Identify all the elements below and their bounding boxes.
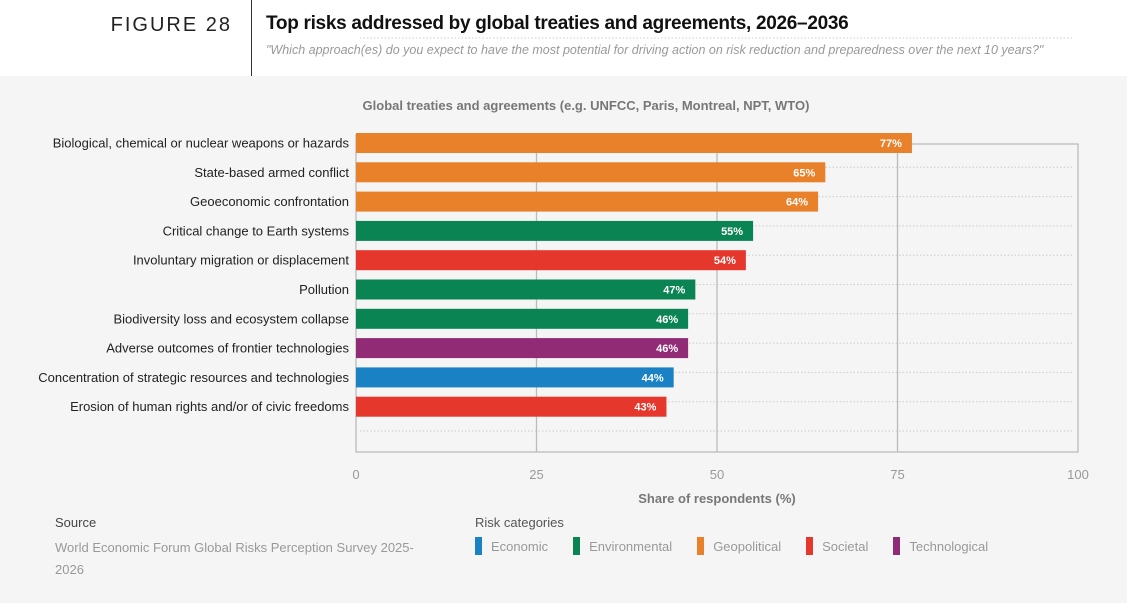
header-divider bbox=[251, 0, 252, 76]
category-label: Concentration of strategic resources and… bbox=[38, 370, 349, 385]
category-label: Adverse outcomes of frontier technologie… bbox=[106, 341, 349, 356]
bar bbox=[356, 308, 689, 329]
data-label: 64% bbox=[786, 197, 808, 209]
category-label: State-based armed conflict bbox=[194, 165, 349, 180]
legend-swatch bbox=[697, 537, 705, 555]
source-heading: Source bbox=[55, 515, 97, 530]
legend: Economic Environmental Geopolitical Societa… bbox=[475, 537, 1013, 555]
legend-label: Technological bbox=[909, 538, 989, 554]
bar bbox=[356, 279, 696, 300]
bar bbox=[356, 338, 689, 359]
x-tick-label: 50 bbox=[710, 467, 724, 482]
legend-label: Geopolitical bbox=[713, 538, 782, 554]
data-label: 55% bbox=[721, 226, 743, 238]
data-label: 44% bbox=[642, 372, 664, 384]
bar bbox=[356, 220, 754, 241]
data-label: 54% bbox=[714, 255, 736, 267]
x-axis-label: Share of respondents (%) bbox=[638, 491, 795, 506]
category-label: Erosion of human rights and/or of civic … bbox=[70, 399, 349, 414]
category-label: Geoeconomic confrontation bbox=[190, 194, 349, 209]
legend-label: Environmental bbox=[589, 538, 673, 554]
legend-label: Societal bbox=[822, 538, 869, 554]
bar bbox=[356, 162, 826, 183]
x-tick-label: 75 bbox=[890, 467, 904, 482]
figure-label: FIGURE 28 bbox=[110, 14, 232, 36]
bar bbox=[356, 367, 674, 388]
data-label: 46% bbox=[656, 314, 678, 326]
x-tick-label: 25 bbox=[529, 467, 543, 482]
data-label: 47% bbox=[663, 285, 685, 297]
category-label: Involuntary migration or displacement bbox=[133, 253, 349, 268]
category-label: Biodiversity loss and ecosystem collapse bbox=[113, 311, 349, 326]
data-label: 77% bbox=[880, 138, 902, 150]
data-label: 65% bbox=[793, 167, 815, 179]
category-label: Pollution bbox=[299, 282, 349, 297]
bar bbox=[356, 396, 667, 417]
bar bbox=[356, 250, 746, 271]
legend-item: Geopolitical bbox=[697, 537, 781, 555]
legend-item: Societal bbox=[806, 537, 868, 555]
legend-swatch bbox=[893, 537, 901, 555]
legend-item: Technological bbox=[893, 537, 988, 555]
chart-title: Top risks addressed by global treaties a… bbox=[266, 13, 849, 34]
data-label: 46% bbox=[656, 343, 678, 355]
chart-subtitle: "Which approach(es) do you expect to hav… bbox=[266, 43, 1044, 57]
category-label: Critical change to Earth systems bbox=[163, 223, 350, 238]
data-label: 43% bbox=[634, 402, 656, 414]
legend-swatch bbox=[475, 537, 482, 555]
bar bbox=[356, 191, 819, 212]
legend-title: Risk categories bbox=[475, 515, 564, 530]
source-text: World Economic Forum Global Risks Percep… bbox=[55, 540, 414, 577]
x-tick-label: 0 bbox=[352, 467, 359, 482]
legend-swatch bbox=[573, 537, 581, 555]
figure-header: FIGURE 28 Top risks addressed by global … bbox=[0, 0, 1127, 76]
bar bbox=[356, 133, 912, 153]
legend-swatch bbox=[806, 537, 814, 555]
x-tick-label: 100 bbox=[1067, 467, 1089, 482]
category-label: Biological, chemical or nuclear weapons … bbox=[53, 136, 350, 151]
legend-item: Economic bbox=[475, 537, 548, 555]
legend-label: Economic bbox=[491, 538, 549, 554]
chart-inner-title: Global treaties and agreements (e.g. UNF… bbox=[363, 98, 810, 113]
legend-item: Environmental bbox=[573, 537, 672, 555]
